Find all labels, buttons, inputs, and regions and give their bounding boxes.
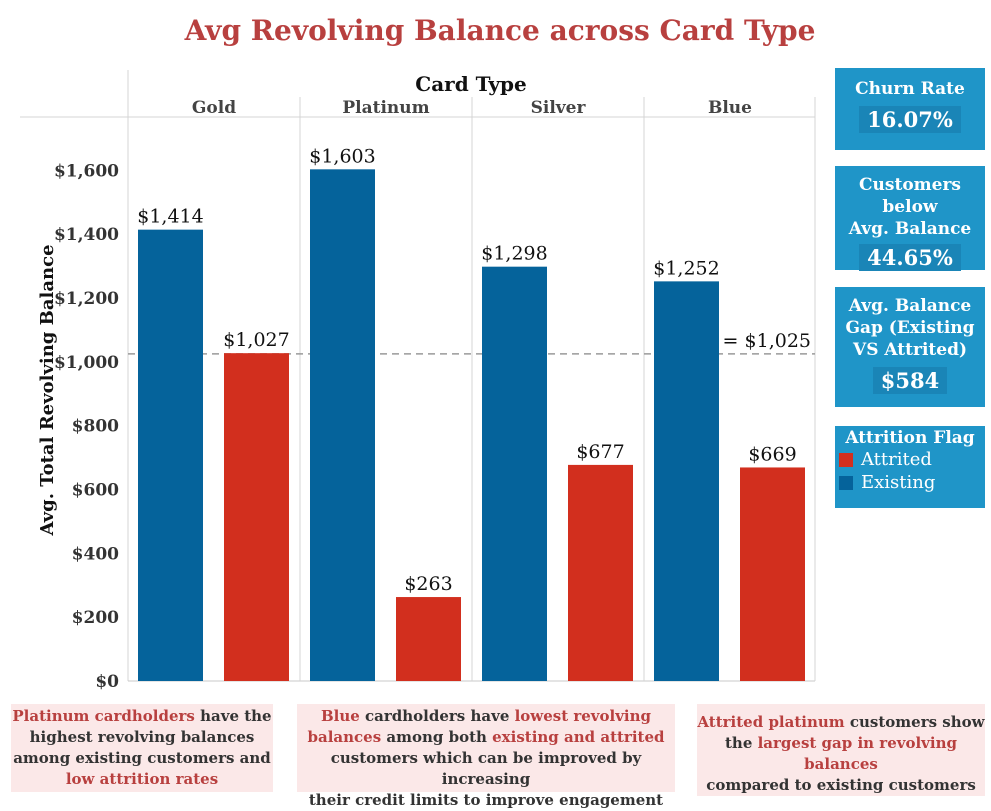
kpi-below-label-2: Avg. Balance [848,219,972,239]
kpi-churn-label: Churn Rate [855,79,965,99]
note1-highlight-e: low attrition rates [65,770,219,788]
note2-highlight-c: lowest revolving [514,707,652,725]
bar-existing-blue [654,281,719,681]
y-tick-label: $1,600 [54,161,119,181]
note1-highlight-a: Platinum cardholders [12,707,195,725]
note2-highlight-d: balances [307,728,382,746]
kpi-churn-rate: Churn Rate 16.07% [835,68,985,150]
legend-label-attrited: Attrited [861,449,932,470]
note3-highlight-d: largest gap in revolving balances [757,734,957,773]
legend: Attrition Flag Attrited Existing [835,426,985,508]
kpi-below-label-1: Customers below [859,175,961,217]
bar-attrited-gold [224,353,289,681]
data-label: $1,027 [223,329,289,351]
bar-existing-gold [138,229,203,682]
y-axis-label: Avg. Total Revolving Balance [37,244,58,536]
note1-text-b: have the [194,707,272,725]
y-tick-label: $0 [95,672,119,690]
note3-text-b: customers show [844,713,985,731]
data-label: $263 [404,573,452,595]
legend-item-attrited[interactable]: Attrited [839,448,985,471]
bar-attrited-platinum [396,597,461,681]
legend-swatch-existing [839,475,853,490]
insight-note-blue: Blue cardholders have lowest revolving b… [297,704,675,809]
kpi-gap-label-1: Avg. Balance [848,296,972,316]
y-tick-label: $600 [72,480,119,500]
note3-text-e: compared to existing customers [706,776,976,794]
category-label: Blue [708,98,752,118]
note1-text-c: highest revolving balances [29,728,255,746]
data-label: $669 [748,443,796,465]
kpi-gap-value: $584 [872,367,948,394]
y-tick-label: $200 [72,608,119,628]
data-label: $1,414 [137,206,203,228]
category-label: Gold [192,98,236,118]
note2-text-b: cardholders have [359,707,515,725]
legend-swatch-attrited [839,452,853,467]
y-tick-label: $1,000 [54,353,119,373]
insight-note-attrited: Attrited platinum customers show the lar… [697,704,985,796]
kpi-churn-value: 16.07% [859,106,961,133]
note2-text-h: their credit limits to improve engagemen… [308,791,664,809]
note1-text-d: among existing customers and [13,749,271,767]
kpi-gap-label-2: Gap (Existing [845,318,975,338]
bar-attrited-blue [740,467,805,681]
bar-existing-platinum [310,169,375,682]
bar-chart: Card Type Avg. Total Revolving Balance $… [20,70,816,690]
note2-text-g: customers which can be improved by incre… [330,749,642,788]
legend-label-existing: Existing [861,472,936,493]
note2-highlight-a: Blue [320,707,360,725]
category-label: Platinum [342,98,429,118]
kpi-gap-label-3: VS Attrited) [853,340,967,360]
y-tick-label: $400 [72,544,119,564]
kpi-below-average: Customers below Avg. Balance 44.65% [835,166,985,271]
kpi-below-value: 44.65% [859,244,961,271]
category-label: Silver [531,98,587,118]
y-tick-label: $1,200 [54,289,119,309]
column-header: Card Type [415,72,526,96]
insight-note-platinum: Platinum cardholders have the highest re… [11,704,273,792]
data-label: $1,252 [653,257,719,279]
bar-existing-silver [482,266,547,681]
data-label: $1,603 [309,145,375,167]
legend-item-existing[interactable]: Existing [839,471,985,494]
data-label: $677 [576,441,624,463]
y-tick-label: $800 [72,417,119,437]
note2-text-e: among both [381,728,493,746]
note3-text-c: the [725,734,758,752]
y-tick-label: $1,400 [54,225,119,245]
data-label: $1,298 [481,243,547,265]
note2-highlight-f: existing and attrited [492,728,665,746]
note3-highlight-a: Attrited platinum [697,713,845,731]
legend-title: Attrition Flag [845,428,975,448]
kpi-balance-gap: Avg. Balance Gap (Existing VS Attrited) … [835,287,985,407]
bar-attrited-silver [568,464,633,681]
chart-title: Avg Revolving Balance across Card Type [184,14,816,47]
